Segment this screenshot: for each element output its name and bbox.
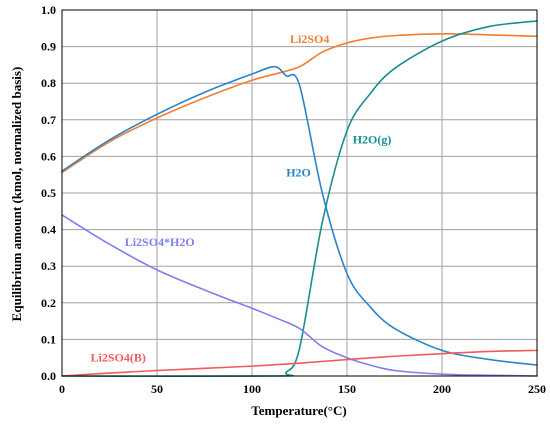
y-tick-label: 1.0 — [41, 3, 56, 17]
y-tick-label: 0.2 — [41, 296, 56, 310]
series-line-li2so4-h2o — [61, 214, 538, 377]
y-tick-label: 0.7 — [41, 113, 56, 127]
series-labels: Li2SO4 H2O H2O(g) Li2SO4*H2O Li2SO4(B) — [91, 32, 392, 364]
series-line-li2so4 — [61, 32, 538, 174]
y-axis-label: Equilibrium amount (kmol, normalized bas… — [9, 67, 24, 322]
series-line-li2so4-b — [61, 349, 538, 377]
x-tick-label: 150 — [338, 382, 356, 396]
x-tick-label: 200 — [433, 382, 451, 396]
series-layer — [61, 20, 538, 378]
series-line-h2o-g — [61, 20, 538, 378]
x-tick-labels: 0 50 100 150 200 250 — [59, 382, 546, 396]
plot-frame — [61, 9, 538, 377]
grid — [61, 9, 538, 377]
x-tick-label: 100 — [243, 382, 261, 396]
series-line-h2o — [61, 65, 538, 366]
y-tick-label: 0.5 — [41, 186, 56, 200]
series-label-li2so4: Li2SO4 — [290, 32, 329, 46]
y-tick-label: 0.8 — [41, 76, 56, 90]
y-tick-label: 0.4 — [41, 223, 56, 237]
x-tick-label: 0 — [59, 382, 65, 396]
series-label-h2o-g: H2O(g) — [353, 133, 392, 147]
x-axis-label: Temperature(°C) — [251, 403, 346, 418]
y-tick-labels: 0.0 0.1 0.2 0.3 0.4 0.5 0.6 0.7 0.8 0.9 1.0 — [41, 3, 56, 383]
series-label-li2so4-h2o: Li2SO4*H2O — [125, 235, 195, 249]
y-tick-label: 0.9 — [41, 40, 56, 54]
x-tick-label: 50 — [151, 382, 163, 396]
x-tick-label: 250 — [528, 382, 546, 396]
y-tick-label: 0.3 — [41, 259, 56, 273]
series-label-li2so4-b: Li2SO4(B) — [91, 350, 146, 364]
y-tick-label: 0.6 — [41, 149, 56, 163]
y-tick-label: 0.1 — [41, 332, 56, 346]
series-label-h2o: H2O — [286, 166, 311, 180]
y-tick-label: 0.0 — [41, 369, 56, 383]
